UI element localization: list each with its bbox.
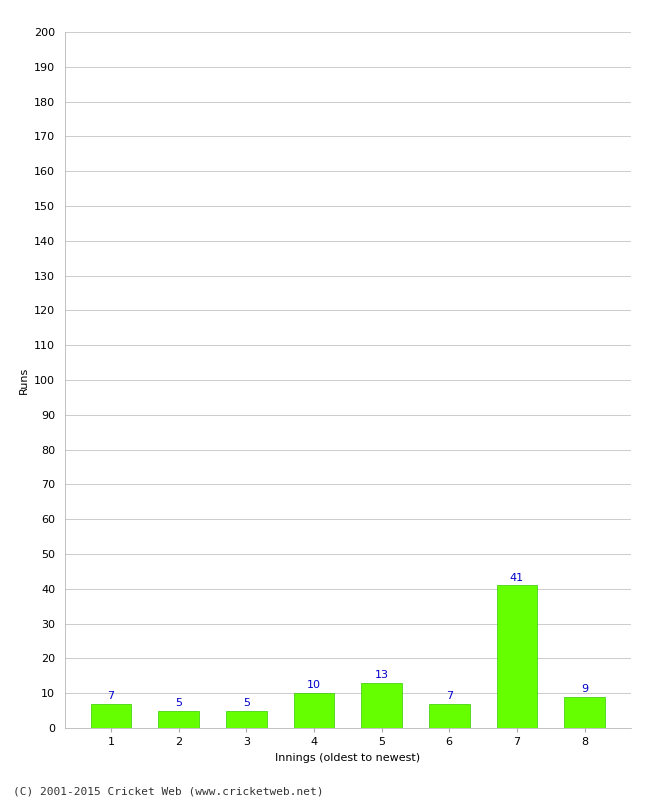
Text: 7: 7: [107, 691, 114, 701]
Text: (C) 2001-2015 Cricket Web (www.cricketweb.net): (C) 2001-2015 Cricket Web (www.cricketwe…: [13, 786, 324, 796]
Text: 7: 7: [446, 691, 453, 701]
Bar: [361, 682, 402, 728]
Bar: [159, 710, 199, 728]
Bar: [294, 693, 334, 728]
Bar: [564, 697, 605, 728]
Bar: [429, 704, 469, 728]
Y-axis label: Runs: Runs: [19, 366, 29, 394]
Text: 5: 5: [243, 698, 250, 708]
Text: 41: 41: [510, 573, 524, 582]
Text: 5: 5: [175, 698, 182, 708]
Text: 13: 13: [374, 670, 389, 680]
Text: 9: 9: [581, 684, 588, 694]
X-axis label: Innings (oldest to newest): Innings (oldest to newest): [275, 753, 421, 762]
Bar: [497, 586, 537, 728]
Bar: [226, 710, 266, 728]
Text: 10: 10: [307, 681, 321, 690]
Bar: [91, 704, 131, 728]
